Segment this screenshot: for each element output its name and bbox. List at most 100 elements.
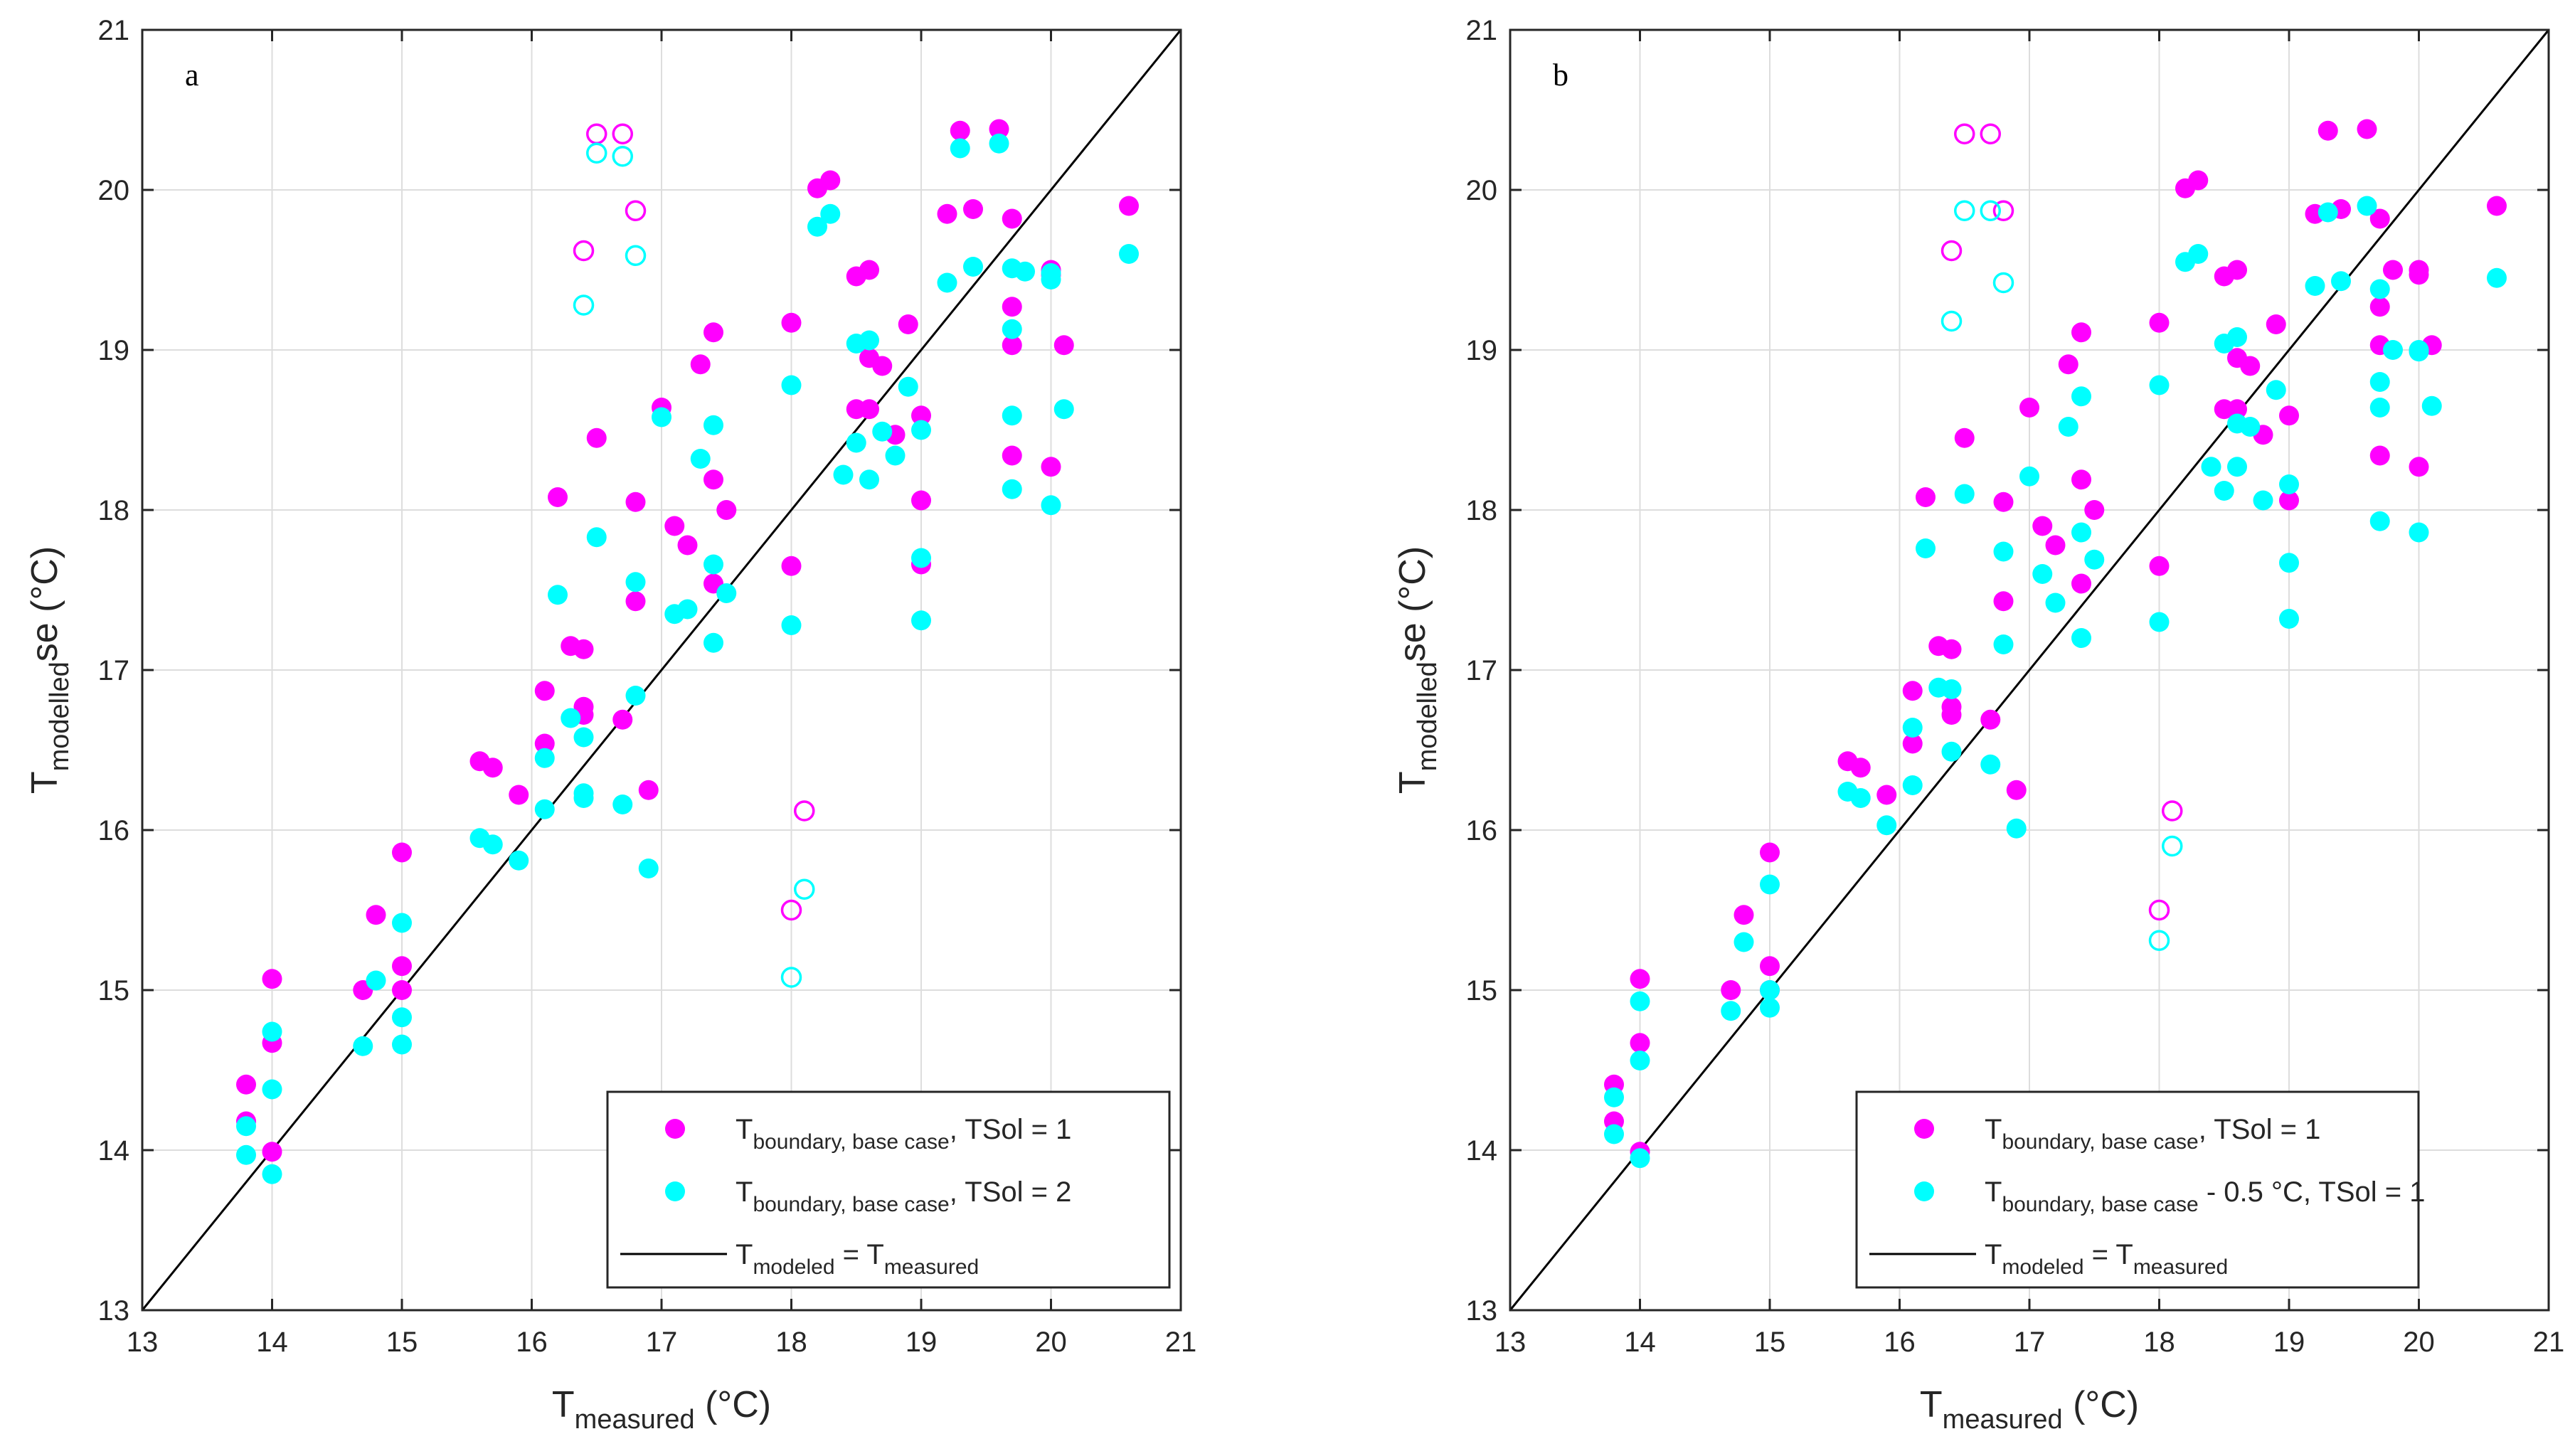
magenta-filled-point [664, 516, 685, 536]
y-tick-label: 16 [98, 815, 130, 846]
cyan-filled-point [1002, 319, 1022, 339]
legend-label-sub2: measured [884, 1255, 979, 1279]
cyan-filled-point [2071, 628, 2091, 648]
legend: Tboundary, base case, TSol = 1Tboundary,… [606, 1090, 1171, 1289]
magenta-filled-point [859, 399, 879, 420]
magenta-filled-point [677, 535, 698, 556]
x-axis-label-suffix: (°C) [2063, 1384, 2139, 1425]
cyan-filled-point [1850, 788, 1871, 808]
magenta-filled-point [1916, 487, 1936, 507]
magenta-filled-point [2240, 356, 2261, 376]
magenta-filled-point [2227, 399, 2247, 420]
magenta-filled-point [820, 170, 841, 191]
cyan-filled-point [859, 330, 879, 351]
cyan-filled-point [2305, 276, 2325, 296]
x-tick-label: 21 [2533, 1327, 2565, 1358]
cyan-filled-point [1954, 484, 1975, 504]
magenta-filled-point [638, 780, 659, 800]
magenta-open-point [1954, 123, 1975, 144]
cyan-filled-point [704, 554, 723, 575]
cyan-filled-point [2084, 549, 2105, 570]
magenta-filled-point [1002, 208, 1022, 229]
magenta-filled-point [2369, 208, 2390, 229]
x-tick-label: 17 [646, 1327, 678, 1358]
y-tick-label: 19 [1466, 335, 1498, 366]
y-tick-label: 14 [1466, 1135, 1498, 1167]
magenta-filled-point [2071, 573, 2091, 594]
cyan-filled-point [781, 615, 802, 635]
cyan-filled-point [911, 420, 931, 440]
cyan-filled-point [2409, 522, 2429, 543]
legend-label-sub2: measured [2133, 1255, 2228, 1279]
magenta-filled-point [2383, 260, 2403, 280]
magenta-filled-point [1760, 842, 1780, 863]
cyan-filled-point [704, 632, 723, 653]
magenta-filled-point [690, 354, 711, 375]
magenta-filled-point [704, 322, 723, 343]
cyan-filled-point [911, 610, 931, 631]
legend-label-main: T [1985, 1114, 2002, 1145]
magenta-filled-point [1734, 905, 1754, 925]
cyan-filled-point [534, 799, 555, 819]
magenta-filled-point [625, 591, 646, 612]
magenta-filled-point [2084, 500, 2105, 520]
cyan-filled-point [353, 1036, 373, 1056]
magenta-filled-point [534, 681, 555, 701]
legend-marker-cyan [665, 1181, 685, 1201]
magenta-filled-point [262, 1142, 282, 1162]
magenta-filled-point [366, 905, 386, 925]
magenta-open-point [780, 899, 802, 921]
cyan-filled-point [833, 464, 854, 485]
legend-marker-magenta [665, 1119, 685, 1139]
x-tick-label: 19 [2273, 1327, 2305, 1358]
cyan-filled-point [2201, 457, 2221, 477]
magenta-filled-point [1993, 491, 2014, 512]
magenta-filled-point [2409, 265, 2429, 285]
y-axis-label-sub: modelled [45, 661, 75, 771]
y-axis-label-suffix: se (°C) [24, 546, 65, 661]
magenta-filled-point [392, 980, 412, 1000]
cyan-filled-point [2214, 481, 2234, 501]
legend-marker-cyan [1914, 1181, 1934, 1201]
cyan-filled-point [2188, 244, 2209, 264]
legend-label: Tboundary, base case, TSol = 2 [736, 1176, 1071, 1216]
magenta-filled-point [2279, 490, 2299, 511]
cyan-filled-point [885, 445, 906, 466]
legend-label-sub: modeled [2002, 1255, 2083, 1279]
cyan-filled-point [950, 138, 970, 159]
legend-label-main: T [736, 1114, 753, 1145]
x-axis-label-sub: measured [575, 1405, 695, 1435]
y-tick-label: 14 [98, 1135, 130, 1167]
cyan-filled-point [573, 788, 594, 808]
cyan-filled-point [2279, 474, 2299, 494]
x-tick-label: 15 [386, 1327, 418, 1358]
cyan-filled-point [548, 585, 568, 605]
magenta-filled-point [704, 469, 723, 490]
cyan-filled-point [872, 421, 893, 442]
magenta-filled-point [2369, 297, 2390, 317]
panel-label: a [185, 58, 199, 92]
magenta-filled-point [1993, 591, 2014, 612]
y-tick-label: 17 [98, 655, 130, 686]
magenta-open-point [1940, 240, 1963, 262]
x-tick-label: 20 [2403, 1327, 2435, 1358]
cyan-filled-point [1630, 1148, 1650, 1169]
magenta-filled-point [2279, 405, 2299, 426]
y-tick-label: 21 [1466, 15, 1498, 46]
cyan-filled-point [1993, 634, 2014, 654]
x-tick-label: 14 [256, 1327, 288, 1358]
magenta-filled-point [2019, 398, 2039, 418]
magenta-filled-point [1954, 427, 1975, 448]
magenta-filled-point [989, 119, 1009, 139]
magenta-filled-point [1876, 785, 1897, 805]
y-axis-label-sub: modelled [1413, 661, 1443, 771]
y-tick-label: 15 [98, 975, 130, 1006]
cyan-filled-point [1876, 815, 1897, 836]
legend-label-suffix: - 0.5 °C, TSol = 1 [2199, 1176, 2426, 1208]
cyan-filled-point [963, 257, 983, 277]
cyan-filled-point [1916, 538, 1936, 558]
cyan-open-point [2148, 930, 2170, 951]
cyan-filled-point [690, 449, 711, 469]
cyan-filled-point [1760, 997, 1780, 1018]
